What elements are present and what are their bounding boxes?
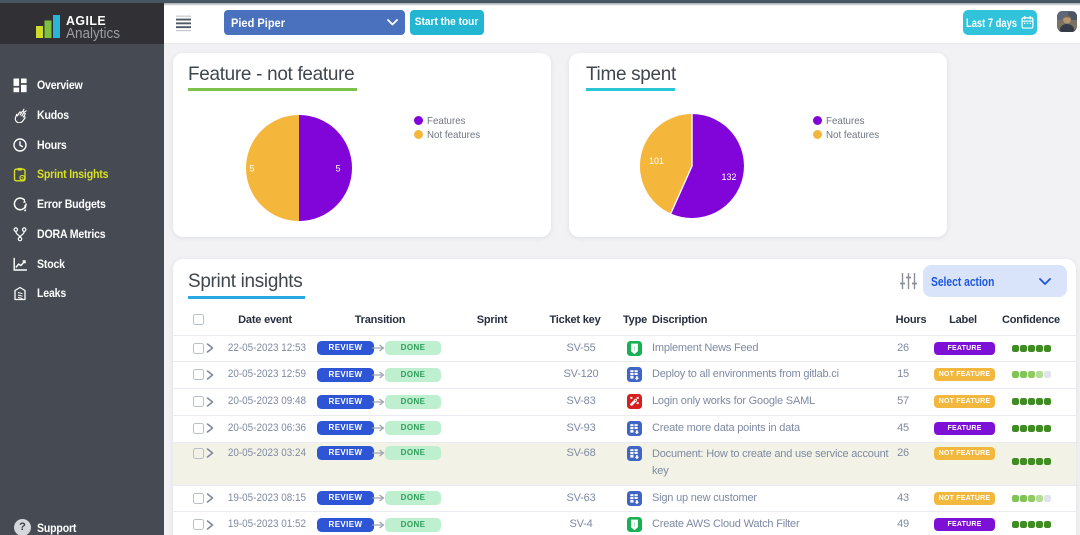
svg-text:5: 5 bbox=[335, 164, 340, 174]
svg-text:101: 101 bbox=[649, 156, 664, 166]
svg-text:132: 132 bbox=[721, 172, 736, 182]
svg-text:5: 5 bbox=[249, 164, 254, 174]
